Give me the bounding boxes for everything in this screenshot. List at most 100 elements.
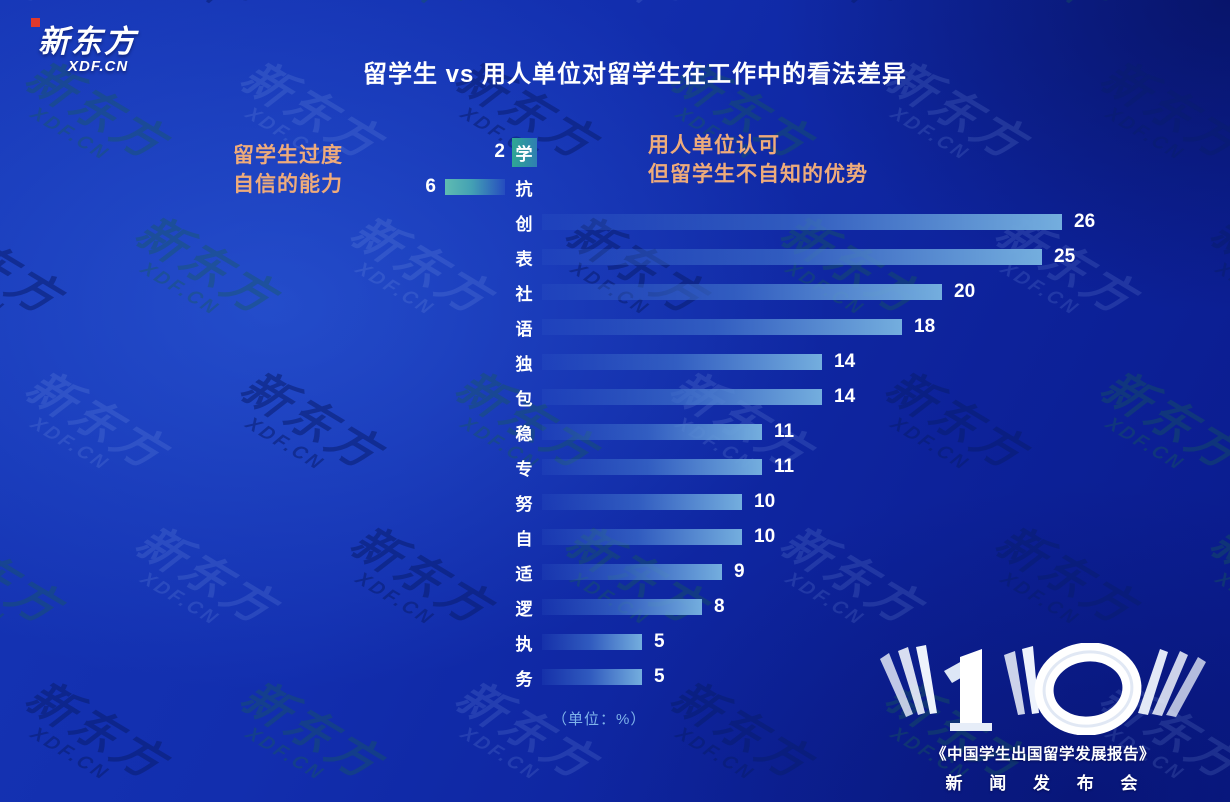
- chart-row: 社 20: [0, 275, 1230, 309]
- right-value-label: 20: [954, 281, 976, 302]
- xdf-logo: 新东方 XDF.CN: [31, 16, 137, 75]
- right-bar: [542, 284, 942, 300]
- diverging-bar-chart: 2 学 6 抗创 26 表 25 社 20 语 18 独 14 包 14 稳 11 专 11 努 10 自 10 适 9 逻 8 执 5…: [0, 135, 1230, 700]
- right-bar-zone: 11: [542, 415, 794, 449]
- left-bar-zone: 6: [360, 170, 505, 204]
- right-series-header-line1: 用人单位认可: [648, 134, 780, 157]
- category-label: 执: [515, 634, 533, 654]
- unit-note: （单位：%）: [552, 711, 647, 728]
- chart-row: 稳 11: [0, 415, 1230, 449]
- left-value-label: 2: [494, 141, 505, 162]
- right-bar-zone: 8: [542, 590, 725, 624]
- right-bar: [542, 459, 762, 475]
- right-bar-zone: 10: [542, 520, 775, 554]
- left-bar-zone: [360, 310, 505, 344]
- left-series-header-line1: 留学生过度: [233, 144, 343, 167]
- right-bar: [542, 389, 822, 405]
- chart-row: 创 26: [0, 205, 1230, 239]
- right-series-header: 用人单位认可 但留学生不自知的优势: [648, 131, 868, 189]
- right-bar-zone: 18: [542, 310, 935, 344]
- right-bar-zone: 10: [542, 485, 775, 519]
- right-bar: [542, 354, 822, 370]
- category-label: 包: [515, 389, 533, 409]
- right-bar: [542, 564, 722, 580]
- chart-row: 包 14: [0, 380, 1230, 414]
- left-bar-zone: [360, 660, 505, 694]
- left-bar-zone: [360, 625, 505, 659]
- left-bar-zone: [360, 240, 505, 274]
- logo-red-accent-icon: [31, 18, 40, 27]
- right-bar-zone: 9: [542, 555, 745, 589]
- category-label: 努: [515, 494, 533, 514]
- category-label: 抗: [515, 179, 533, 199]
- category-label: 逻: [515, 599, 533, 619]
- left-bar-zone: [360, 205, 505, 239]
- right-value-label: 5: [654, 666, 665, 687]
- logo-brand-text: 新东方: [38, 24, 137, 59]
- right-value-label: 5: [654, 631, 665, 652]
- right-value-label: 11: [774, 456, 795, 477]
- right-value-label: 14: [834, 351, 856, 372]
- right-value-label: 18: [914, 316, 936, 337]
- left-bar-zone: [360, 415, 505, 449]
- right-value-label: 10: [754, 491, 776, 512]
- right-bar: [542, 494, 742, 510]
- right-bar: [542, 599, 702, 615]
- left-bar-zone: [360, 485, 505, 519]
- right-value-label: 8: [714, 596, 725, 617]
- category-label: 表: [515, 249, 533, 269]
- left-bar-zone: [360, 520, 505, 554]
- chart-row: 独 14: [0, 345, 1230, 379]
- right-bar-zone: 26: [542, 205, 1095, 239]
- category-label: 社: [515, 284, 533, 304]
- left-bar: [445, 179, 505, 195]
- right-bar: [542, 214, 1062, 230]
- right-value-label: 25: [1054, 246, 1076, 267]
- book-number-10-icon: [880, 642, 1206, 736]
- category-label: 适: [515, 564, 533, 584]
- left-bar-zone: [360, 590, 505, 624]
- right-bar: [542, 669, 642, 685]
- left-bar-zone: [360, 275, 505, 309]
- chart-row: 专 11: [0, 450, 1230, 484]
- right-bar: [542, 529, 742, 545]
- left-bar-zone: [360, 555, 505, 589]
- event-block: 《中国学生出国留学发展报告》 新 闻 发 布 会: [872, 642, 1214, 794]
- report-title: 《中国学生出国留学发展报告》: [930, 746, 1155, 763]
- right-value-label: 14: [834, 386, 856, 407]
- category-label: 自: [515, 529, 533, 549]
- right-bar-zone: 5: [542, 625, 665, 659]
- right-bar-zone: 20: [542, 275, 975, 309]
- category-label: 语: [515, 319, 533, 339]
- right-bar-zone: 14: [542, 345, 855, 379]
- chart-row: 努 10: [0, 485, 1230, 519]
- right-value-label: 10: [754, 526, 776, 547]
- category-label: 稳: [515, 424, 533, 444]
- logo-domain-text: XDF.CN: [68, 58, 129, 75]
- left-bar-zone: [360, 380, 505, 414]
- right-value-label: 26: [1074, 211, 1096, 232]
- category-label: 专: [515, 459, 533, 479]
- right-bar: [542, 319, 902, 335]
- left-bar-zone: [360, 450, 505, 484]
- left-bar-zone: 2: [360, 135, 505, 169]
- left-series-header: 留学生过度 自信的能力: [233, 141, 343, 199]
- category-label: 创: [515, 214, 533, 234]
- right-bar-zone: 11: [542, 450, 794, 484]
- right-bar: [542, 249, 1042, 265]
- category-label: 独: [515, 354, 533, 374]
- chart-row: 自 10: [0, 520, 1230, 554]
- right-value-label: 11: [774, 421, 795, 442]
- category-label: 学: [506, 135, 542, 169]
- right-bar-zone: 5: [542, 660, 665, 694]
